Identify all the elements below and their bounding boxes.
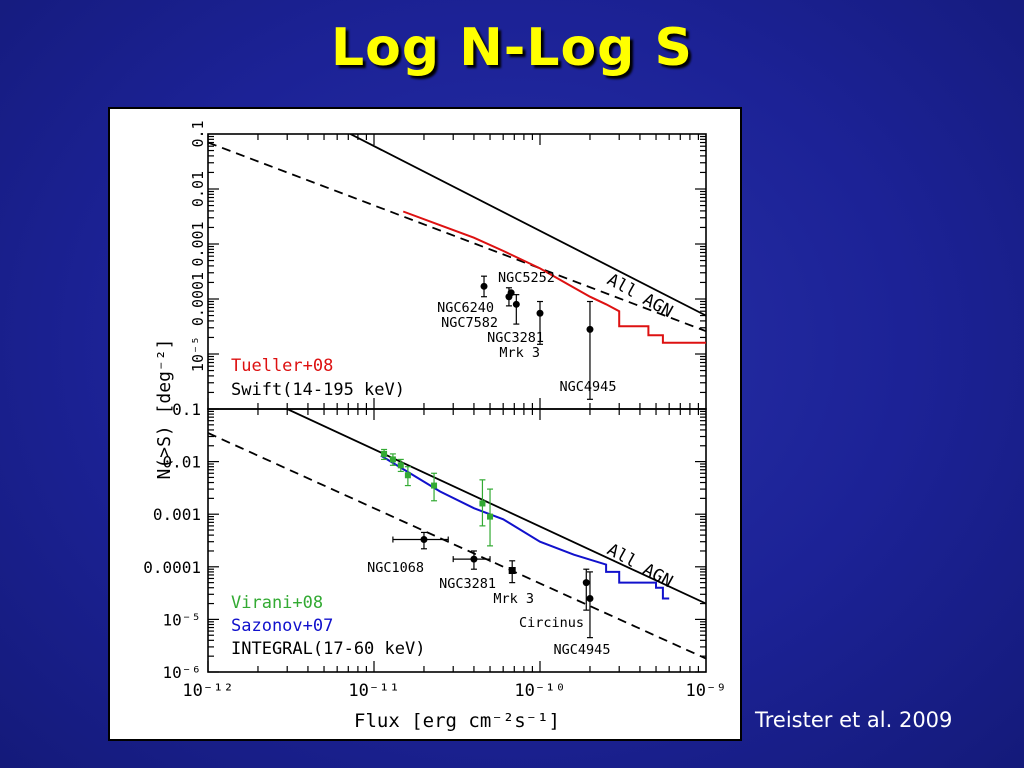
all-agn-line <box>349 134 706 317</box>
y-tick-label: 0.01 <box>189 171 207 207</box>
dashed-model-line <box>208 432 706 660</box>
y-axis-title: N(>S) [deg⁻²] <box>154 339 175 480</box>
y-tick-label: 10⁻⁵ <box>189 336 207 372</box>
slide-title: Log N-Log S <box>331 18 693 78</box>
all-agn-label: All AGN <box>604 270 676 322</box>
y-tick-label: 0.1 <box>172 400 201 419</box>
y-tick-label: 0.001 <box>189 221 207 266</box>
source-label: Mrk 3 <box>493 591 534 607</box>
source-point <box>586 325 594 333</box>
x-tick-label: 10⁻¹¹ <box>348 681 399 701</box>
y-tick-label: 0.01 <box>162 453 201 472</box>
green-point <box>397 462 404 469</box>
source-point <box>512 300 520 308</box>
y-tick-label: 0.0001 <box>189 272 207 326</box>
source-point <box>507 289 515 297</box>
green-point <box>487 513 494 520</box>
green-point <box>431 482 438 489</box>
source-point <box>536 309 544 317</box>
legend-entry: Virani+08 <box>231 593 323 613</box>
green-point <box>389 456 396 463</box>
source-label: Mrk 3 <box>499 345 540 361</box>
sample-curve <box>380 454 670 600</box>
series-group <box>208 134 706 400</box>
y-tick-label: 0.001 <box>153 505 201 524</box>
source-label: NGC5252 <box>498 270 555 286</box>
panel-frame <box>207 408 707 673</box>
figure-frame: 0.1 0.01 0.001 0.0001 10⁻⁵ 0.1 0.01 0.001 0.0001… <box>108 107 742 741</box>
y-tick-label: 0.1 <box>189 120 207 147</box>
source-label: NGC3281 <box>439 576 496 592</box>
source-point <box>420 536 428 544</box>
source-point <box>508 567 516 575</box>
x-tick-label: 10⁻¹⁰ <box>514 681 565 701</box>
panel-top: 0.1 0.01 0.001 0.0001 10⁻⁵ <box>189 120 707 410</box>
source-label: NGC7582 <box>441 315 498 331</box>
source-label: NGC1068 <box>367 560 424 576</box>
source-point <box>586 594 594 602</box>
legend-entry: Tueller+08 <box>231 356 333 376</box>
x-tick-label: 10⁻¹² <box>182 681 233 701</box>
y-tick-label: 10⁻⁵ <box>162 610 201 629</box>
panel-bottom: 0.1 0.01 0.001 0.0001 10⁻⁵ 10⁻⁶10⁻¹² 10⁻¹¹ 10⁻¹… <box>143 400 726 701</box>
citation: Treister et al. 2009 <box>755 708 953 732</box>
source-point <box>582 579 590 587</box>
source-label: NGC6240 <box>437 300 494 316</box>
series-group <box>208 409 706 660</box>
source-label: NGC4945 <box>554 642 611 658</box>
legend-entry: Sazonov+07 <box>231 616 333 636</box>
x-axis-title: Flux [erg cm⁻²s⁻¹] <box>354 710 560 732</box>
source-label: Circinus <box>519 615 584 631</box>
source-point <box>480 282 488 290</box>
log-n-log-s-figure: 0.1 0.01 0.001 0.0001 10⁻⁵ 0.1 0.01 0.001 0.0001… <box>143 120 726 732</box>
all-agn-line <box>286 409 706 605</box>
source-label: NGC3281 <box>487 330 544 346</box>
all-agn-label: All AGN <box>604 540 676 592</box>
dashed-model-line <box>208 141 706 333</box>
legend-entry: INTEGRAL(17-60 keV) <box>231 639 425 659</box>
green-point <box>479 500 486 507</box>
sample-curve <box>402 210 706 344</box>
legend-entry: Swift(14-195 keV) <box>231 380 405 400</box>
y-tick-label: 10⁻⁶ <box>162 663 201 682</box>
y-tick-label: 0.0001 <box>143 558 201 577</box>
green-point <box>381 450 388 457</box>
source-label: NGC4945 <box>560 379 617 395</box>
x-tick-label: 10⁻⁹ <box>686 681 727 701</box>
source-point <box>470 555 478 563</box>
green-point <box>404 472 411 479</box>
